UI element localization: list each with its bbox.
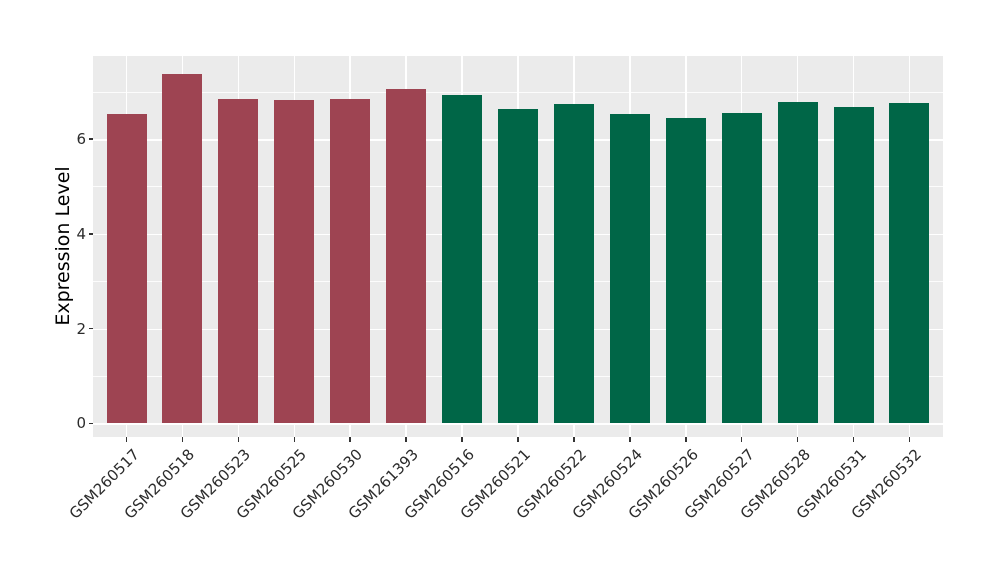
y-tick-label-4: 4 [76,224,86,243]
bar-GSM260522 [553,104,594,424]
bar-GSM260530 [330,99,371,424]
x-tick-mark-GSM260522 [573,437,575,442]
x-tick-mark-GSM260525 [293,437,296,442]
x-tick-mark-GSM260530 [349,437,352,442]
bar-GSM260524 [609,114,650,424]
y-tick-label-2: 2 [76,319,86,338]
bar-GSM261393 [386,88,427,424]
bar-GSM260521 [498,108,538,424]
bar-GSM260525 [274,100,315,424]
bar-GSM260518 [162,74,203,424]
y-tick-label-6: 6 [76,130,86,149]
y-tick-mark-2 [88,327,93,330]
x-tick-mark-GSM260521 [517,437,519,442]
x-tick-mark-GSM260527 [740,437,743,442]
x-tick-mark-GSM260528 [796,437,799,442]
plot-panel [93,56,943,437]
x-tick-mark-GSM260526 [684,437,687,442]
bar-GSM260531 [833,106,874,424]
y-tick-mark-0 [88,422,93,425]
bar-GSM260528 [777,101,818,424]
bar-GSM260516 [442,94,483,424]
bar-GSM260526 [665,117,706,424]
x-tick-mark-GSM260531 [852,437,855,442]
x-tick-mark-GSM260532 [908,437,911,442]
x-tick-mark-GSM261393 [405,437,407,442]
y-axis-title: Expression Level [52,166,74,326]
x-tick-mark-GSM260523 [237,437,240,442]
bar-GSM260532 [889,103,930,424]
x-tick-mark-GSM260517 [125,437,128,442]
x-tick-mark-GSM260524 [629,437,631,442]
y-tick-label-0: 0 [76,414,86,433]
x-tick-mark-GSM260516 [461,437,463,442]
bar-GSM260527 [721,113,762,424]
bar-GSM260523 [218,98,259,424]
y-tick-mark-6 [88,138,93,140]
y-tick-mark-4 [88,233,93,235]
bar-GSM260517 [106,113,147,424]
x-tick-mark-GSM260518 [181,437,184,442]
